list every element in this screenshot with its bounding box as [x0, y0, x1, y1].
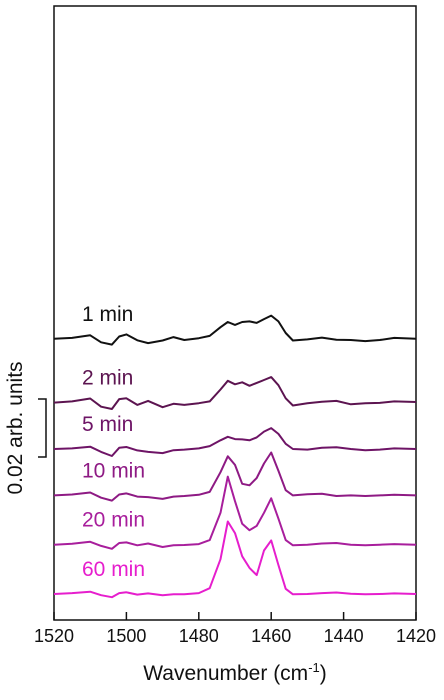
x-axis-title-tail: ): [320, 662, 327, 685]
series-label-10-min: 10 min: [82, 459, 145, 482]
series-label-5-min: 5 min: [82, 413, 133, 436]
series-line-1-min: [53, 314, 417, 346]
series-label-1-min: 1 min: [82, 303, 133, 326]
series-line-10-min: [53, 451, 417, 502]
spectra-traces: [53, 314, 417, 599]
y-axis-title: 0.02 arb. units: [4, 361, 27, 494]
series-line-60-min: [53, 520, 417, 599]
series-line-20-min: [53, 475, 417, 550]
x-axis-tick-labels: 1520 1500 1480 1460 1440 1420: [34, 626, 436, 646]
x-axis-title-superscript: -1: [308, 660, 320, 675]
series-label-20-min: 20 min: [82, 509, 145, 532]
x-tick-label-1500: 1500: [106, 626, 146, 646]
series-label-60-min: 60 min: [82, 558, 145, 581]
x-axis-title-main: Wavenumber (cm: [143, 662, 308, 685]
series-label-2-min: 2 min: [82, 367, 133, 390]
scale-bar: [38, 398, 47, 458]
x-tick-label-1480: 1480: [179, 626, 219, 646]
series-line-2-min: [53, 376, 417, 410]
x-tick-label-1440: 1440: [324, 626, 364, 646]
trace-labels: 1 min 2 min 5 min 10 min 20 min 60 min: [82, 303, 145, 581]
x-tick-label-1460: 1460: [251, 626, 291, 646]
series-line-5-min: [53, 427, 417, 457]
x-axis-title: Wavenumber (cm-1): [143, 660, 327, 685]
x-axis-ticks: [53, 612, 417, 620]
x-tick-label-1420: 1420: [396, 626, 436, 646]
plot-frame: [53, 5, 417, 621]
x-tick-label-1520: 1520: [34, 626, 74, 646]
